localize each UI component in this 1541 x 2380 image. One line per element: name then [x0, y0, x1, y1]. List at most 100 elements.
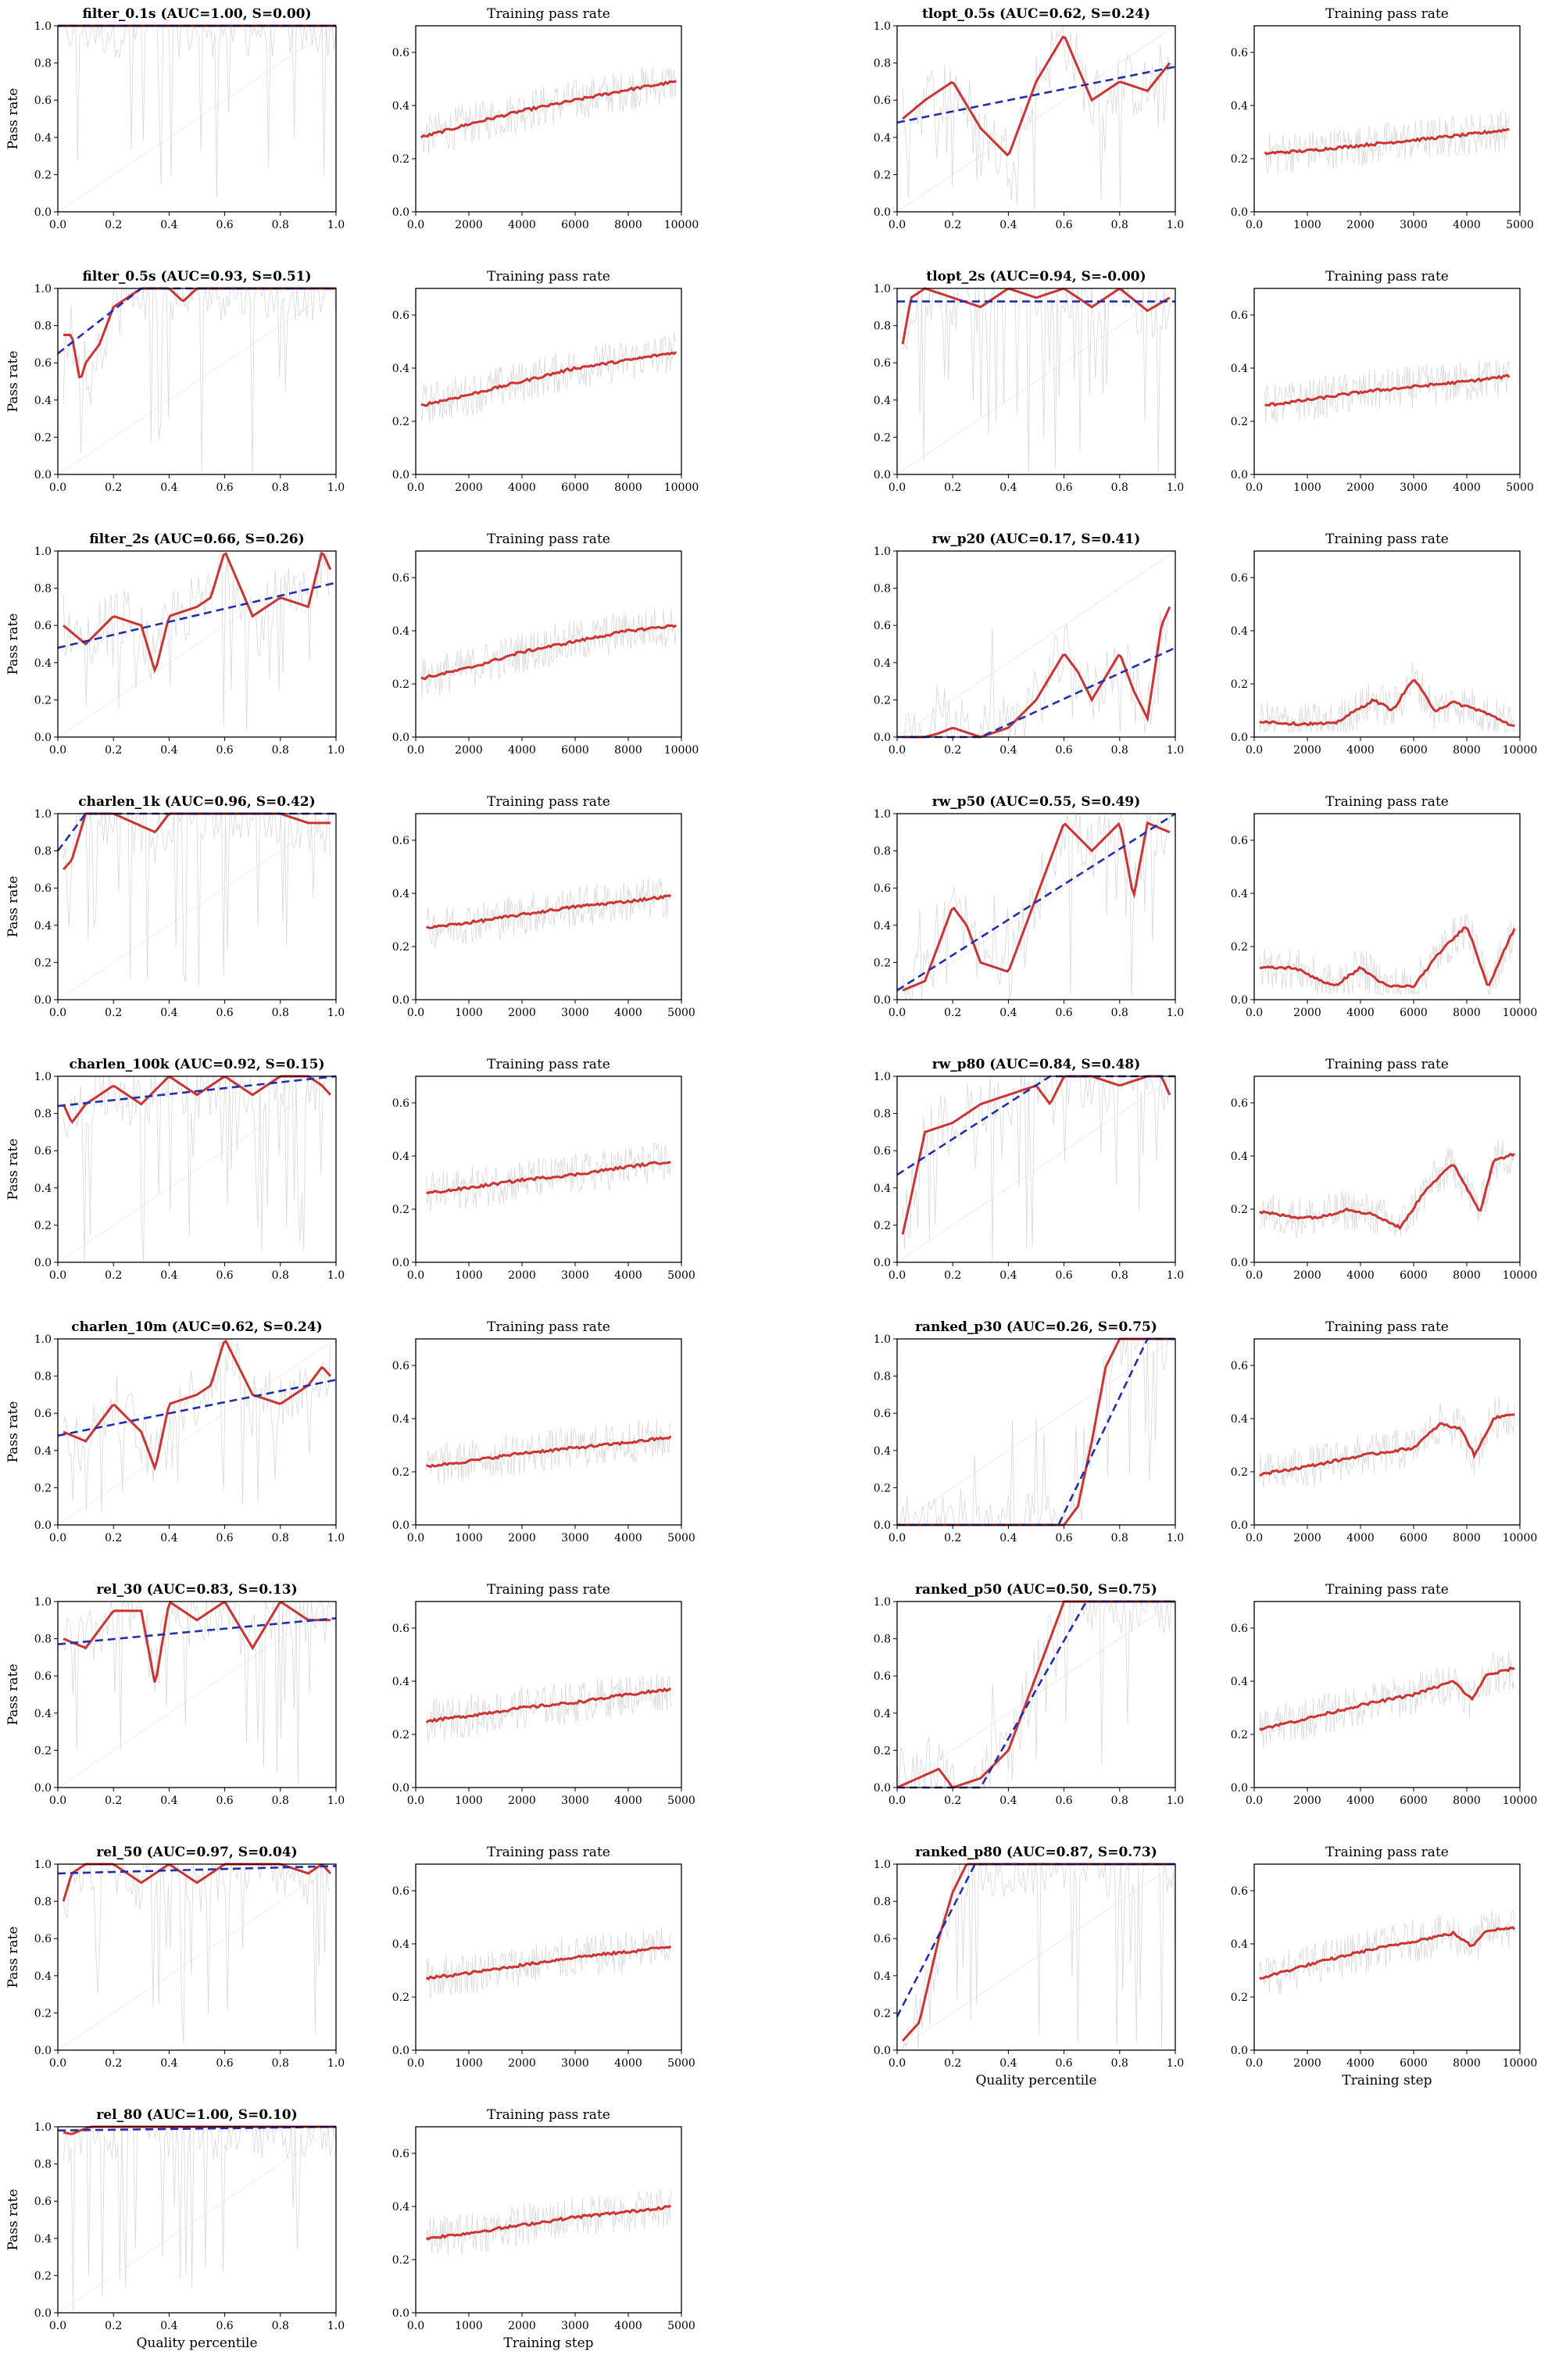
- x-tick-label: 0.4: [160, 1269, 177, 1282]
- x-tick-label: 0.0: [407, 1269, 424, 1282]
- raw-series-line: [57, 24, 337, 198]
- axes-frame: [896, 1601, 1176, 1788]
- x-tick-label: 4000: [508, 481, 536, 494]
- x-tick-label: 0.4: [999, 1007, 1017, 1019]
- y-tick-label: 0.2: [874, 694, 891, 707]
- y-tick-label: 0.6: [34, 1145, 52, 1158]
- y-tick-label: 0.4: [392, 888, 409, 900]
- y-tick-label: 0.2: [1231, 153, 1248, 166]
- raw-series-line: [426, 2189, 671, 2257]
- y-tick-label: 0.4: [1231, 100, 1248, 113]
- x-tick-label: 8000: [1453, 1795, 1481, 1807]
- y-tick-label: 0.0: [34, 1257, 52, 1269]
- y-tick-label: 0.6: [1231, 1623, 1248, 1635]
- x-tick-label: 5000: [667, 2057, 695, 2070]
- x-tick-label: 8000: [614, 219, 642, 231]
- x-tick-label: 0.0: [1246, 219, 1263, 231]
- panel-title: Training pass rate: [1325, 1582, 1449, 1598]
- reference-diagonal: [57, 813, 337, 1000]
- y-tick-label: 0.4: [1231, 1938, 1248, 1951]
- panel-30: ranked_p80 (AUC=0.87, S=0.73) 0.0 0.2 0.4 0.…: [874, 1845, 1184, 2070]
- y-tick-label: 0.2: [34, 2007, 52, 2020]
- y-tick-label: 0.4: [34, 657, 52, 670]
- x-tick-label: 0.8: [272, 1795, 289, 1807]
- x-tick-label: 1.0: [327, 1269, 345, 1282]
- panel-title: ranked_p30 (AUC=0.26, S=0.75): [915, 1319, 1157, 1335]
- y-tick-label: 0.6: [34, 882, 52, 895]
- x-tick-label: 6000: [561, 219, 589, 231]
- x-tick-label: 0.4: [160, 2057, 177, 2070]
- x-tick-label: 2000: [508, 1007, 536, 1019]
- raw-series-line: [63, 287, 337, 474]
- axes-frame: [57, 1075, 337, 1263]
- y-tick-label: 0.0: [34, 2307, 52, 2320]
- y-tick-label: 0.2: [1231, 941, 1248, 954]
- smoothed-series-line: [1259, 1152, 1516, 1231]
- x-tick-label: 0.0: [407, 481, 424, 494]
- smoothed-series-line: [426, 1435, 672, 1469]
- y-tick-label: 0.4: [34, 2233, 52, 2246]
- y-tick-label: 0.2: [874, 1482, 891, 1494]
- x-tick-label: 2000: [508, 2057, 536, 2070]
- panel-23: Training pass rate 0.0 2000 4000 6000 8000 100…: [1231, 1319, 1538, 1544]
- x-tick-label: 0.0: [49, 744, 66, 757]
- x-tick-label: 0.2: [105, 1532, 122, 1544]
- y-tick-label: 0.6: [1231, 1885, 1248, 1898]
- y-tick-label: 0.0: [34, 2045, 52, 2057]
- y-axis-label: Pass rate: [5, 876, 21, 938]
- fit-line: [57, 1075, 337, 1108]
- x-tick-label: 0.6: [216, 481, 233, 494]
- y-tick-label: 0.6: [392, 1885, 409, 1898]
- x-tick-label: 0.2: [105, 1007, 122, 1019]
- x-tick-label: 8000: [1453, 744, 1481, 757]
- x-tick-label: 5000: [667, 1007, 695, 1019]
- x-tick-label: 0.4: [999, 481, 1017, 494]
- raw-series-line: [63, 550, 331, 731]
- panel-title: Training pass rate: [1325, 531, 1449, 547]
- x-tick-label: 1.0: [1167, 2057, 1184, 2070]
- x-tick-label: 0.0: [407, 219, 424, 231]
- y-tick-label: 0.4: [34, 920, 52, 932]
- y-tick-label: 0.4: [34, 1445, 52, 1458]
- raw-series-line: [420, 608, 677, 698]
- raw-series-line: [426, 877, 671, 948]
- y-tick-label: 1.0: [874, 283, 891, 295]
- y-tick-label: 0.8: [874, 58, 891, 70]
- y-tick-label: 0.6: [874, 357, 891, 370]
- smoothed-series-line: [1259, 1413, 1515, 1477]
- x-tick-label: 8000: [1453, 1532, 1481, 1544]
- x-tick-label: 1.0: [1167, 219, 1184, 231]
- x-tick-label: 2000: [508, 1532, 536, 1544]
- panel-title: Training pass rate: [1325, 1845, 1449, 1860]
- y-tick-label: 0.6: [392, 1360, 409, 1373]
- panel-32: rel_80 (AUC=1.00, S=0.10) 0.0 0.2 0.4 0.6 0.8…: [5, 2107, 345, 2351]
- x-tick-label: 1.0: [327, 219, 345, 231]
- x-tick-label: 0.2: [944, 1795, 961, 1807]
- reference-diagonal: [896, 1075, 1176, 1263]
- raw-series-line: [420, 66, 677, 155]
- y-tick-label: 0.8: [874, 583, 891, 596]
- x-tick-label: 10000: [1503, 1532, 1538, 1544]
- reference-diagonal: [896, 813, 1176, 1000]
- x-tick-label: 0.6: [1055, 481, 1072, 494]
- y-axis-label: Pass rate: [5, 614, 21, 675]
- x-axis-label: Training step: [1342, 2073, 1432, 2088]
- x-tick-label: 0.6: [216, 2057, 233, 2070]
- x-tick-label: 3000: [561, 1532, 589, 1544]
- x-tick-label: 0.8: [272, 2057, 289, 2070]
- y-axis-label: Pass rate: [5, 351, 21, 413]
- x-tick-label: 0.2: [944, 1532, 961, 1544]
- panel-title: Training pass rate: [487, 1582, 610, 1598]
- panel-8: filter_2s (AUC=0.66, S=0.26) 0.0 0.2 0.4 0.6…: [5, 531, 345, 757]
- y-tick-label: 0.6: [34, 357, 52, 370]
- x-tick-label: 2000: [1293, 744, 1321, 757]
- x-tick-label: 0.6: [216, 2320, 233, 2332]
- y-tick-label: 0.0: [1231, 1257, 1248, 1269]
- y-tick-label: 1.0: [34, 808, 52, 821]
- y-tick-label: 0.0: [34, 732, 52, 744]
- panel-title: Training pass rate: [1325, 794, 1449, 810]
- y-tick-label: 0.4: [392, 1413, 409, 1426]
- x-tick-label: 0.0: [1246, 481, 1263, 494]
- y-tick-label: 0.0: [392, 1782, 409, 1795]
- x-tick-label: 0.4: [999, 744, 1017, 757]
